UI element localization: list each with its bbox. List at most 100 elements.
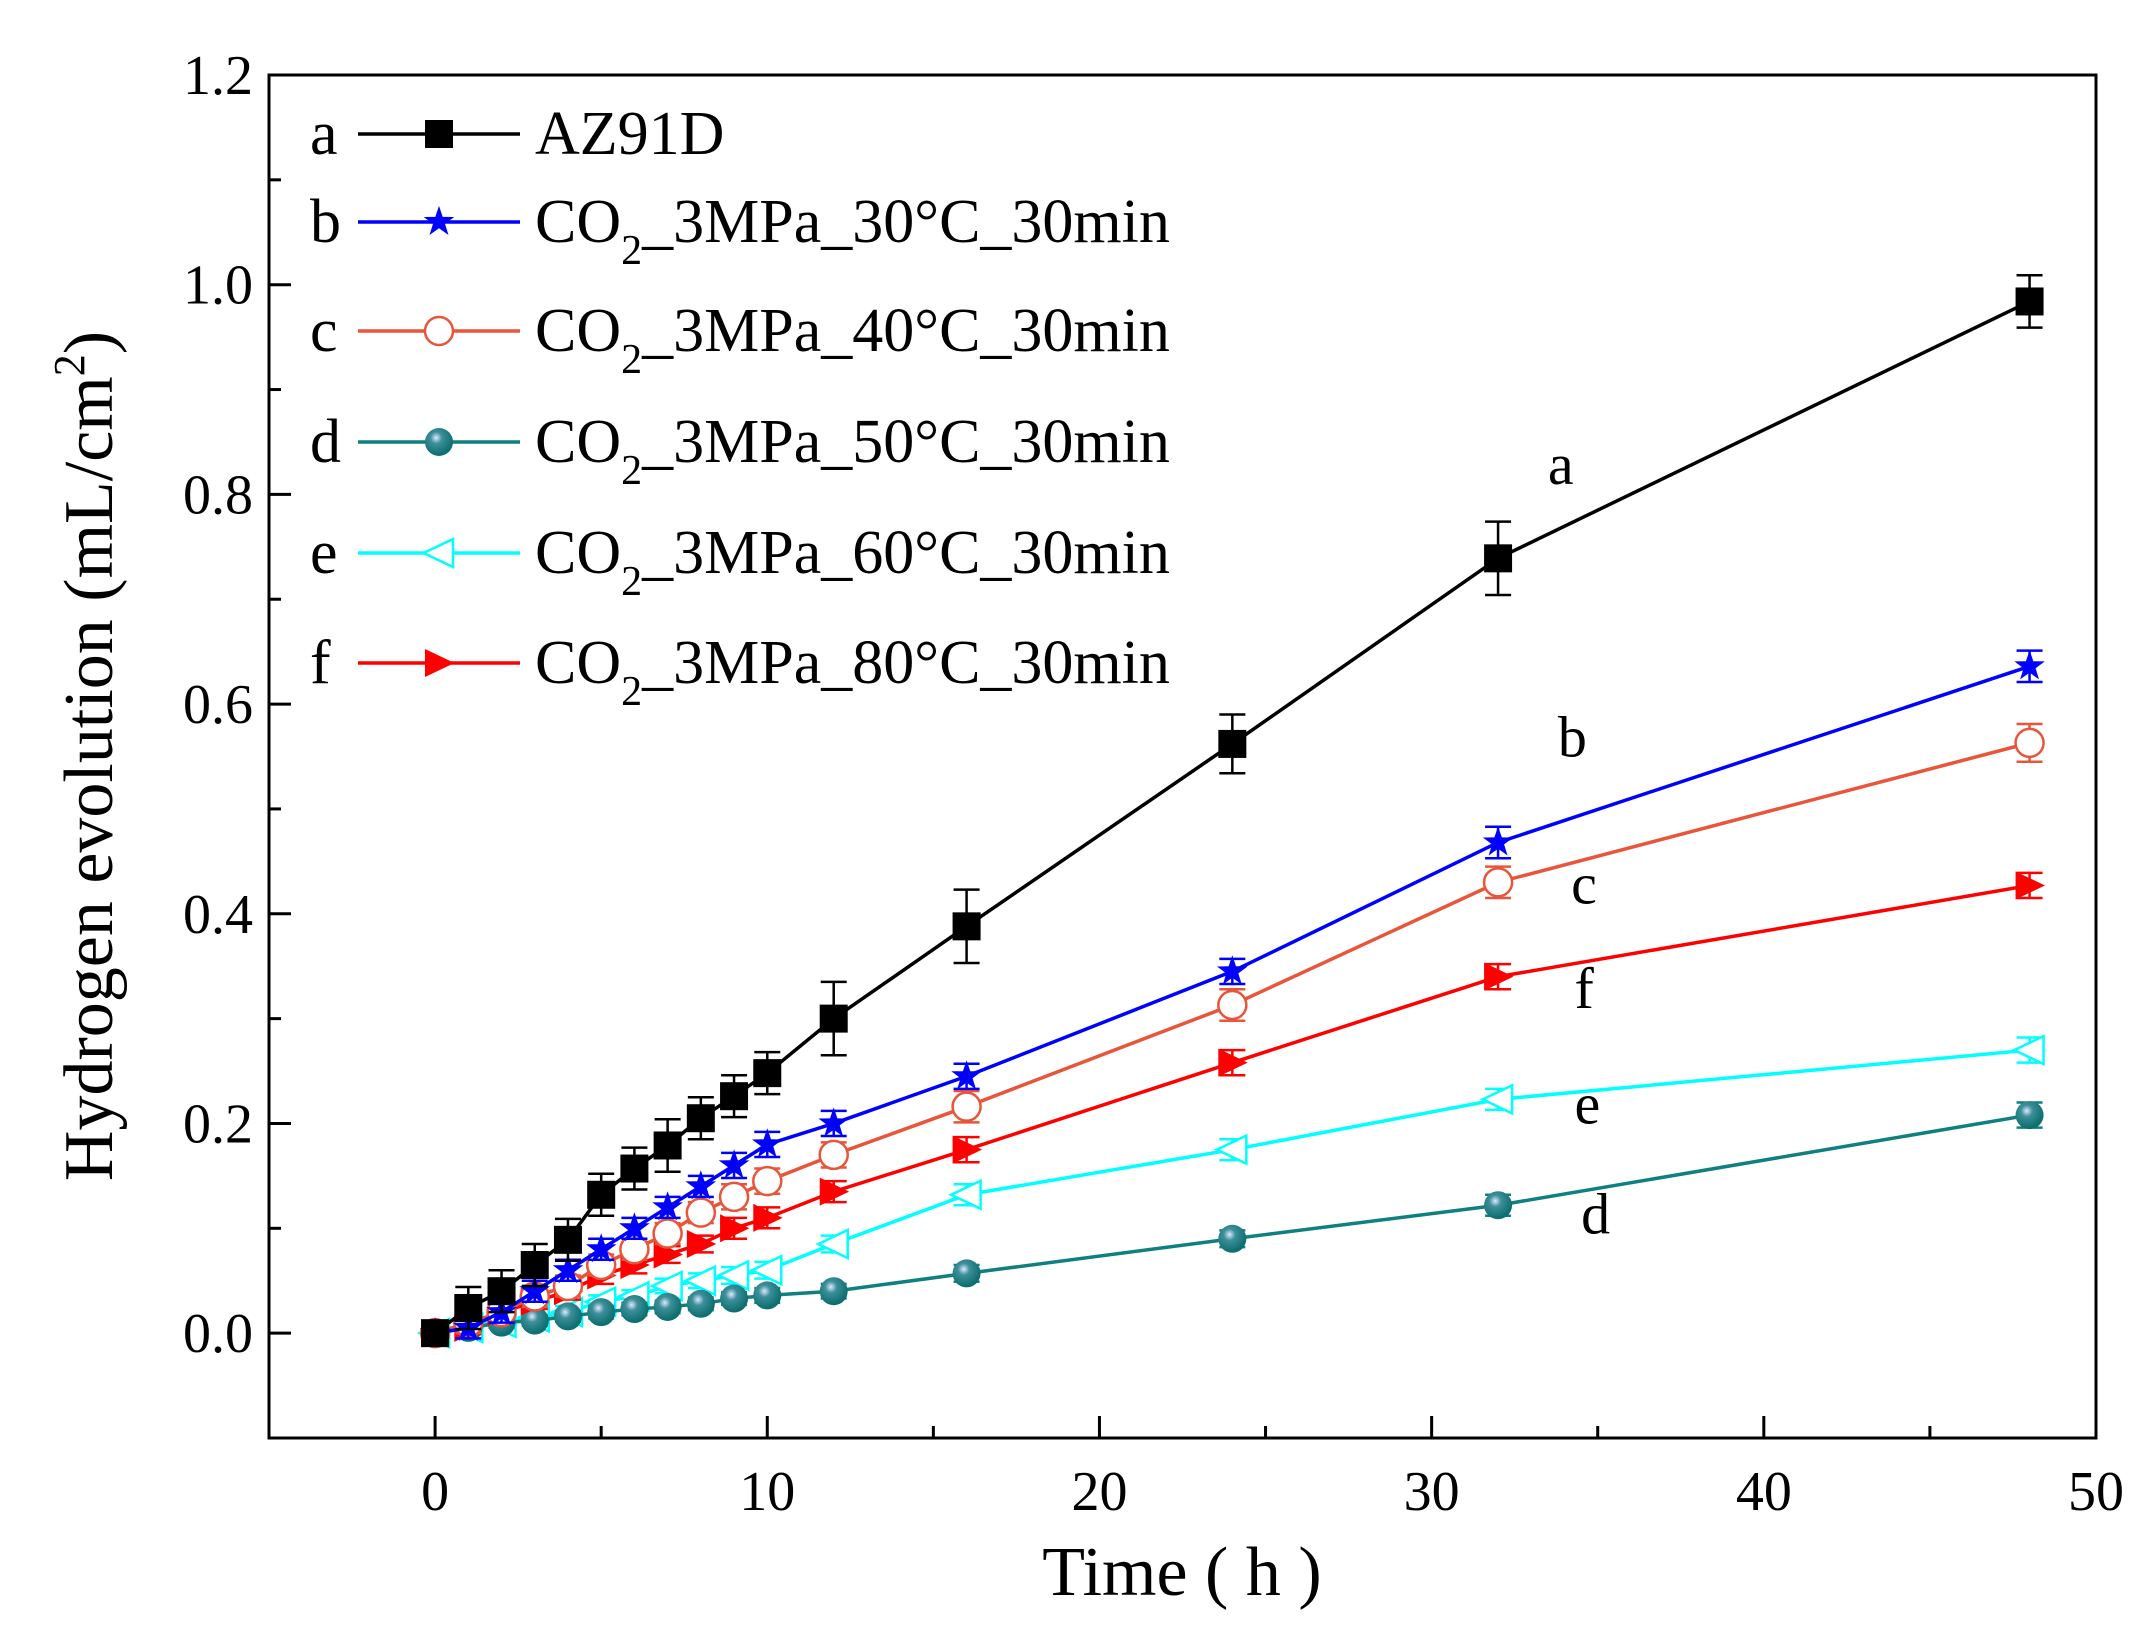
triangle-right-marker — [425, 649, 455, 677]
ball-marker — [686, 1289, 715, 1318]
square-marker — [421, 1319, 450, 1348]
series-line-c — [434, 741, 2031, 1335]
y-axis-title-end: ) — [51, 331, 128, 354]
square-marker — [1218, 729, 1247, 758]
legend-item-d: d CO2_3MPa_50°C_30min — [310, 408, 1170, 494]
legend-item-e: e CO2_3MPa_60°C_30min — [310, 519, 1170, 605]
square-marker — [952, 912, 981, 941]
circle-open-marker — [652, 1218, 683, 1249]
x-tick-label: 0 — [421, 1461, 449, 1523]
legend-item-c: c CO2_3MPa_40°C_30min — [310, 297, 1170, 383]
square-marker — [720, 1082, 749, 1111]
legend-label-text: CO — [535, 408, 621, 476]
triangle-right-marker — [720, 1214, 750, 1243]
y-axis-title-main: Hydrogen evolution (mL/cm — [51, 376, 128, 1181]
legend-letter: f — [310, 629, 331, 697]
legend-label-subscript: 2 — [621, 559, 642, 605]
square-marker — [487, 1277, 516, 1306]
triangle-right-marker — [753, 1203, 783, 1232]
star-marker — [423, 205, 455, 235]
legend-letter: a — [310, 100, 338, 168]
series-line-a — [434, 299, 2031, 1335]
circle-open-marker — [752, 1165, 783, 1197]
legend-label: CO2_3MPa_60°C_30min — [535, 519, 1170, 605]
x-tick-label: 50 — [2068, 1461, 2124, 1523]
y-axis-title: Hydrogen evolution (mL/cm2) — [45, 331, 128, 1181]
square-marker — [753, 1059, 782, 1088]
legend-letter: c — [310, 297, 338, 365]
triangle-left-open-marker — [815, 1228, 849, 1261]
legend-label-text: _3MPa_60°C_30min — [641, 519, 1170, 587]
ball-marker — [720, 1284, 749, 1313]
star-marker — [1217, 955, 1248, 985]
triangle-left-open-marker — [948, 1178, 982, 1211]
triangle-left-open-marker — [420, 537, 455, 569]
triangle-left-open-marker — [1479, 1083, 1514, 1116]
ball-marker — [620, 1295, 649, 1324]
legend-label-text: CO — [535, 297, 621, 365]
star-marker — [652, 1191, 683, 1221]
triangle-left-open-marker — [748, 1254, 783, 1287]
plot-frame — [267, 73, 2098, 1440]
ball-marker — [425, 428, 453, 456]
y-tick-label: 0.8 — [183, 464, 253, 526]
y-tick-label: 1.2 — [183, 45, 253, 107]
legend-label: CO2_3MPa_40°C_30min — [535, 297, 1170, 383]
curve-label-f: f — [1574, 956, 1594, 1021]
star-marker — [718, 1149, 750, 1179]
legend-label-text: _3MPa_50°C_30min — [641, 408, 1170, 476]
star-marker — [519, 1275, 551, 1305]
y-tick-label: 0.0 — [183, 1303, 253, 1365]
y-tick-label: 1.0 — [183, 255, 253, 317]
legend-letter: d — [310, 408, 341, 476]
triangle-right-marker — [1218, 1048, 1248, 1077]
square-marker — [454, 1293, 483, 1322]
triangle-right-marker — [819, 1177, 850, 1206]
y-tick-label: 0.6 — [183, 674, 253, 736]
triangle-left-open-marker — [1214, 1133, 1248, 1166]
legend-label-subscript: 2 — [621, 337, 642, 383]
star-marker — [752, 1128, 783, 1158]
square-marker — [653, 1131, 682, 1160]
ball-marker — [2015, 1101, 2044, 1130]
x-axis-title: Time ( h ) — [1042, 1534, 1321, 1611]
y-tick-label: 0.2 — [183, 1093, 253, 1155]
triangle-right-marker — [2015, 871, 2045, 900]
triangle-left-open-marker — [715, 1259, 750, 1292]
legend-label-text: CO — [535, 629, 621, 697]
circle-open-marker — [2014, 727, 2045, 759]
square-marker — [620, 1154, 649, 1183]
square-marker — [686, 1104, 715, 1133]
legend-label-subscript: 2 — [621, 448, 642, 494]
legend-label-text: _3MPa_30°C_30min — [641, 188, 1170, 256]
circle-open-marker — [951, 1091, 982, 1122]
legend-item-b: b CO2_3MPa_30°C_30min — [310, 188, 1170, 274]
series-layer — [416, 274, 2045, 1350]
axes: 0 10 20 30 40 50 0.0 0.2 0.4 0.6 0.8 1.0 1.2 — [183, 45, 2124, 1523]
series-line-d — [434, 1113, 2030, 1335]
series-a — [421, 274, 2044, 1348]
ball-marker — [819, 1277, 848, 1306]
ball-marker — [553, 1302, 582, 1331]
square-marker — [1484, 544, 1513, 573]
legend-label-text: _3MPa_40°C_30min — [641, 297, 1170, 365]
triangle-left-open-marker — [682, 1264, 717, 1297]
triangle-right-marker — [653, 1240, 684, 1269]
ball-marker — [520, 1306, 549, 1335]
star-marker — [1482, 826, 1514, 856]
series-line-b — [434, 664, 2031, 1335]
star-marker — [818, 1107, 849, 1137]
star-marker — [685, 1170, 717, 1200]
ball-marker — [1484, 1191, 1513, 1220]
legend-label-text: CO — [535, 519, 621, 587]
triangle-left-open-marker — [2011, 1034, 2045, 1067]
legend-label-text: CO — [535, 188, 621, 256]
legend-letter: b — [310, 188, 341, 256]
square-marker — [819, 1004, 848, 1033]
triangle-right-marker — [1484, 962, 1514, 991]
ball-marker — [1218, 1224, 1247, 1253]
legend-label-text: AZ91D — [535, 100, 724, 168]
legend-item-f: f CO2_3MPa_80°C_30min — [310, 629, 1170, 715]
